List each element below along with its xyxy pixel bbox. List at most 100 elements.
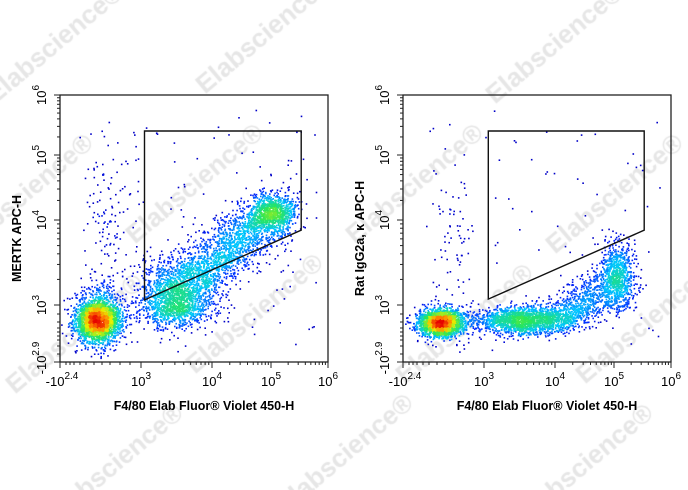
data-point <box>89 331 91 333</box>
data-point <box>214 217 216 219</box>
data-point <box>208 302 211 305</box>
data-point <box>107 321 109 323</box>
data-point <box>197 313 200 315</box>
data-point <box>167 291 170 293</box>
data-point <box>251 254 253 256</box>
data-point <box>107 315 109 318</box>
data-point <box>106 329 109 332</box>
data-point <box>95 333 97 335</box>
data-point <box>211 289 213 291</box>
data-point <box>92 343 94 345</box>
data-point <box>121 270 124 273</box>
data-point <box>145 307 147 310</box>
data-point <box>94 315 97 317</box>
data-point <box>181 309 184 312</box>
data-point <box>192 283 194 286</box>
data-point <box>239 224 242 227</box>
data-point <box>162 301 164 303</box>
data-point <box>148 315 150 318</box>
data-point <box>83 335 86 338</box>
data-point <box>79 318 81 321</box>
data-point <box>94 299 96 301</box>
data-point <box>135 306 137 308</box>
data-point <box>161 316 163 318</box>
data-point <box>110 330 112 332</box>
data-point <box>142 314 145 316</box>
data-point <box>156 280 159 283</box>
data-point <box>187 298 189 300</box>
data-point <box>149 255 152 258</box>
data-point <box>122 320 124 323</box>
data-point <box>190 287 193 289</box>
data-point <box>176 299 179 302</box>
data-point <box>91 329 93 331</box>
data-point <box>187 265 189 268</box>
data-point <box>171 321 174 323</box>
data-point <box>106 283 109 286</box>
data-point <box>107 308 109 311</box>
data-point <box>226 215 228 217</box>
data-point <box>105 334 107 337</box>
data-point <box>130 332 132 334</box>
data-point <box>202 303 205 306</box>
data-point <box>198 294 200 296</box>
data-point <box>265 191 267 194</box>
data-point <box>197 291 200 293</box>
data-point <box>108 313 110 315</box>
data-point <box>106 343 109 345</box>
data-point <box>133 285 136 288</box>
data-point <box>100 321 103 324</box>
data-point <box>170 304 172 306</box>
data-point <box>183 267 186 269</box>
data-point <box>74 313 76 315</box>
data-point <box>104 333 107 336</box>
data-point <box>181 274 183 276</box>
data-point <box>112 318 115 320</box>
data-point <box>89 326 92 329</box>
data-point <box>198 255 200 258</box>
data-point <box>215 312 217 315</box>
data-point <box>204 313 207 316</box>
data-point <box>89 277 92 279</box>
data-point <box>98 286 101 289</box>
data-point <box>183 248 186 250</box>
data-point <box>253 231 256 233</box>
data-point <box>169 278 172 281</box>
data-point <box>110 324 112 326</box>
data-point <box>189 246 191 249</box>
data-point <box>210 297 213 300</box>
data-point <box>199 295 201 298</box>
data-point <box>192 297 195 300</box>
data-point <box>140 299 142 302</box>
data-point <box>174 301 177 303</box>
data-point <box>179 304 182 307</box>
data-point <box>149 317 151 319</box>
data-point <box>144 317 147 319</box>
data-point <box>134 300 137 302</box>
data-point <box>108 317 111 320</box>
data-point <box>155 288 158 290</box>
data-point <box>88 303 90 305</box>
data-point <box>237 236 239 239</box>
data-point <box>107 332 109 335</box>
data-point <box>196 291 199 294</box>
data-point <box>182 308 185 310</box>
data-point <box>167 260 169 263</box>
data-point <box>92 312 94 315</box>
data-point <box>118 311 121 314</box>
data-point <box>265 192 267 195</box>
data-point <box>100 314 102 316</box>
data-point <box>207 315 210 317</box>
data-point <box>89 341 92 343</box>
data-point <box>91 300 93 302</box>
data-point <box>178 326 181 329</box>
data-point <box>247 281 250 283</box>
data-point <box>86 323 89 326</box>
data-point <box>151 259 153 262</box>
data-point <box>252 205 255 208</box>
data-point <box>105 303 107 305</box>
data-point <box>198 301 201 303</box>
data-point <box>115 313 117 315</box>
data-point <box>105 325 107 328</box>
data-point <box>215 303 217 306</box>
